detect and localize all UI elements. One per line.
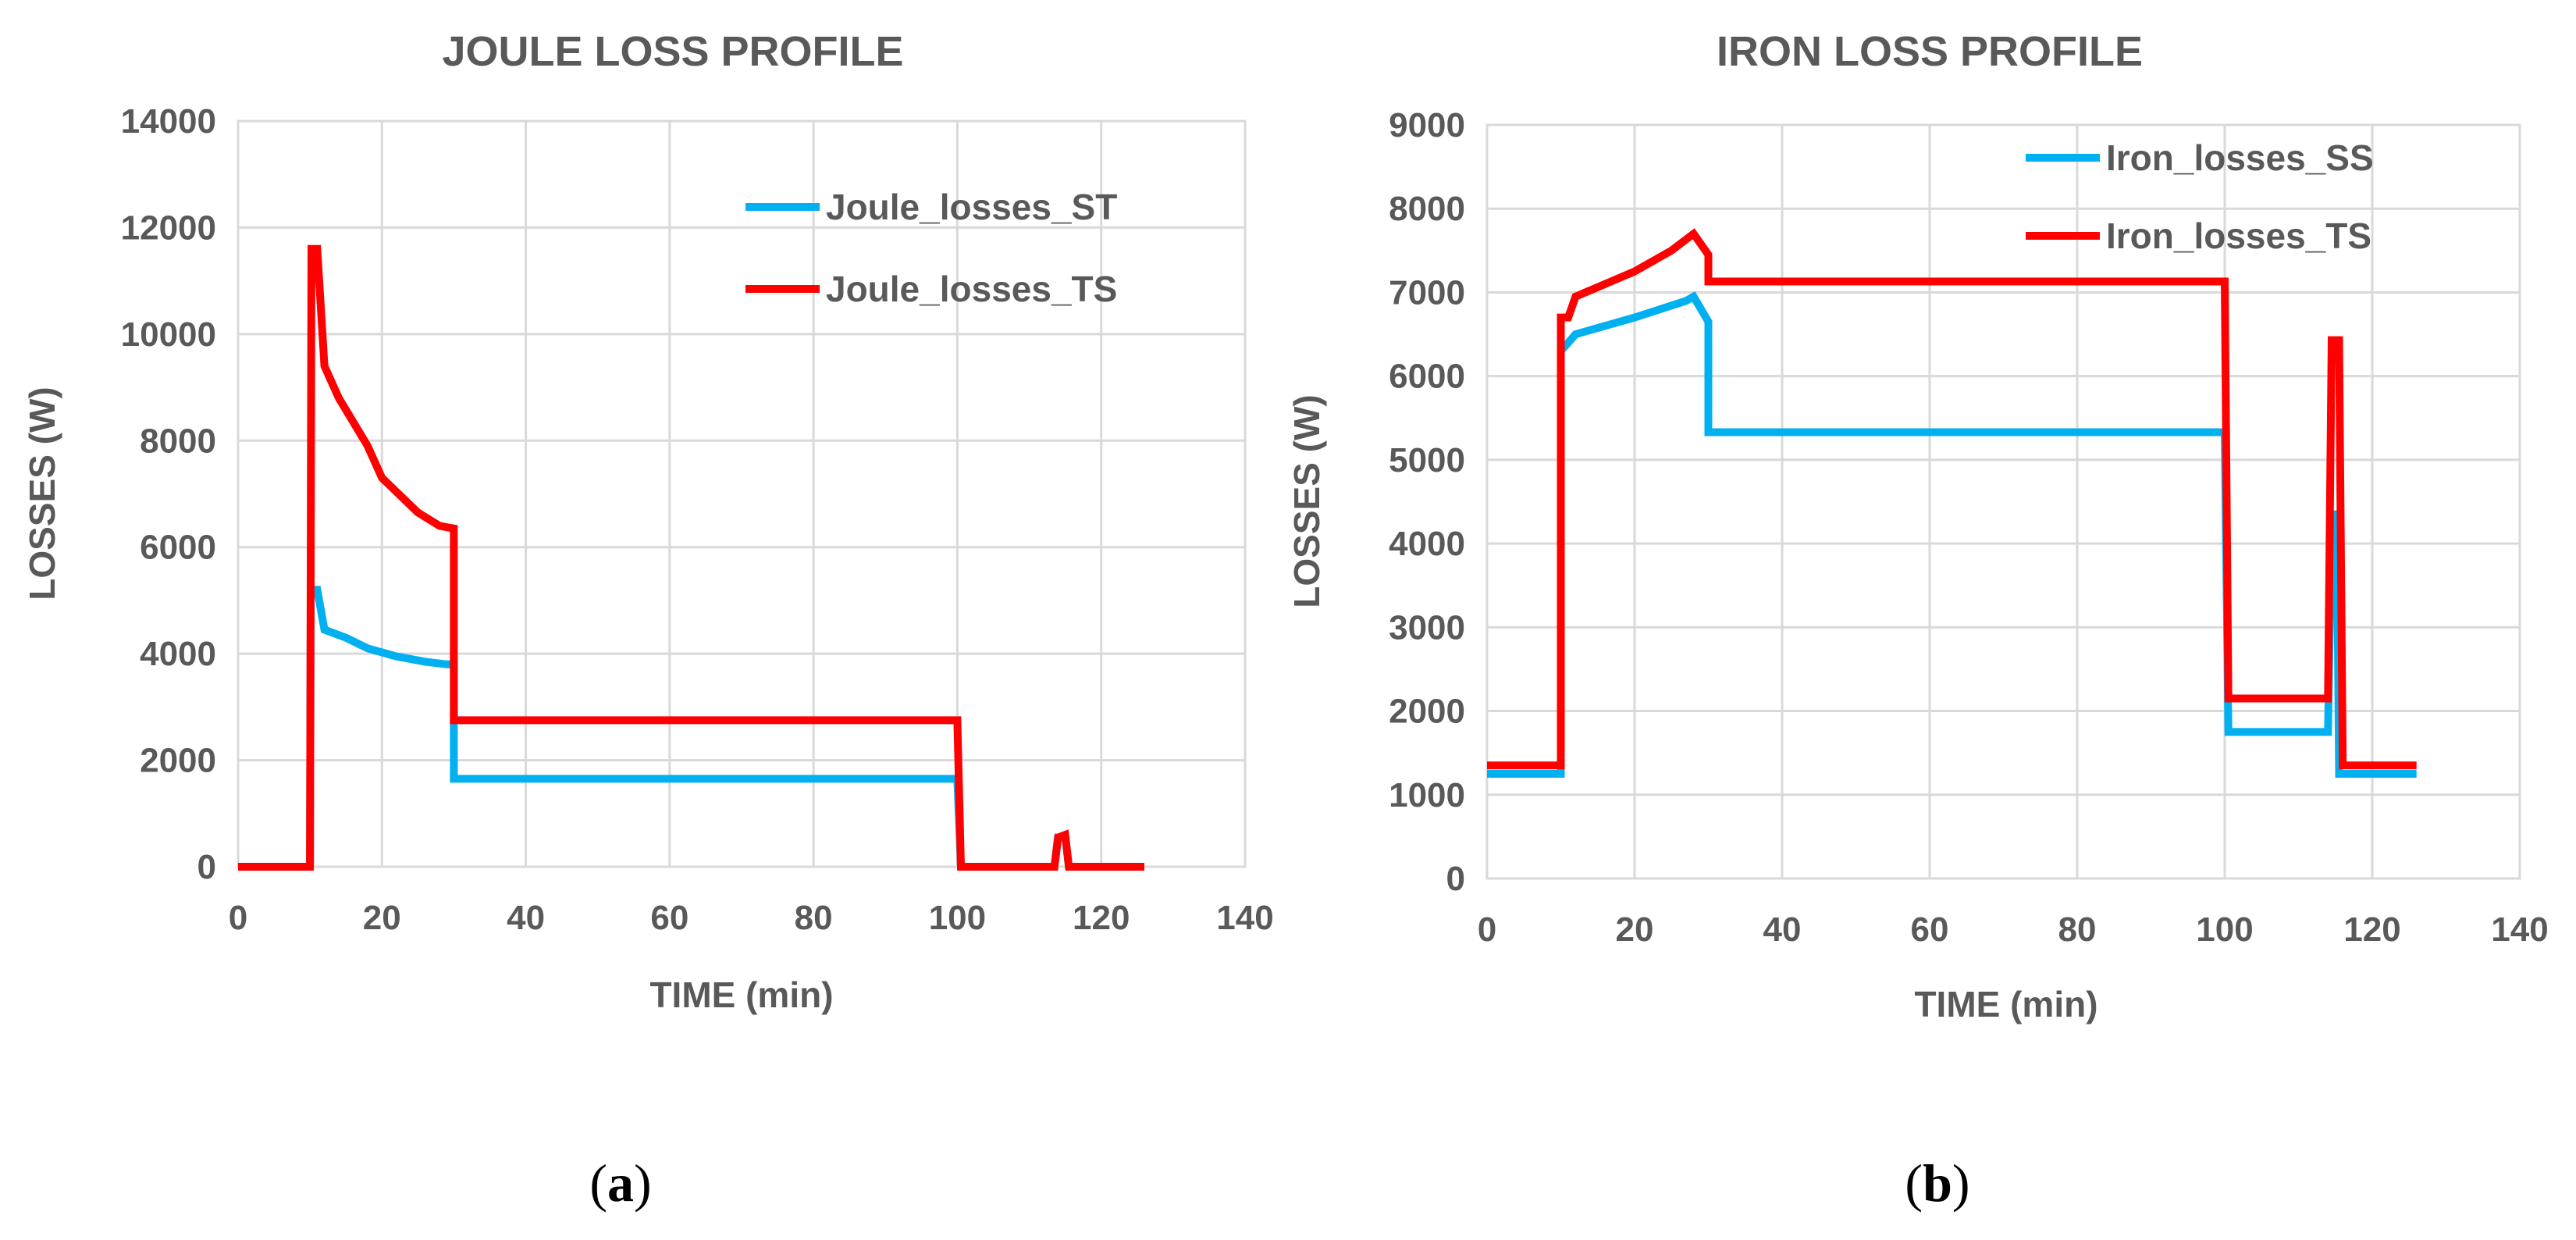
y-tick-label: 5000 xyxy=(1389,441,1465,479)
x-tick-label: 20 xyxy=(363,899,401,937)
y-tick-label: 14000 xyxy=(121,102,216,141)
x-tick-label: 80 xyxy=(795,899,833,937)
y-axis-label: LOSSES (W) xyxy=(1286,394,1327,608)
series-line-joule-losses-st xyxy=(238,586,1144,871)
y-tick-label: 7000 xyxy=(1389,273,1465,312)
x-tick-label: 140 xyxy=(2491,910,2548,949)
legend-label: Iron_losses_TS xyxy=(2106,216,2371,256)
y-tick-label: 0 xyxy=(1446,860,1465,898)
x-tick-label: 100 xyxy=(2196,910,2253,949)
y-tick-label: 0 xyxy=(197,848,216,886)
figure-caption: (a) xyxy=(589,1153,651,1213)
y-tick-label: 8000 xyxy=(140,422,216,460)
x-tick-label: 140 xyxy=(1216,899,1273,937)
legend-label: Iron_losses_SS xyxy=(2106,137,2374,178)
legend-label: Joule_losses_ST xyxy=(826,187,1117,227)
y-tick-label: 9000 xyxy=(1389,106,1465,144)
y-tick-label: 6000 xyxy=(140,529,216,567)
y-tick-label: 2000 xyxy=(1389,693,1465,731)
x-axis-label: TIME (min) xyxy=(649,975,833,1015)
x-tick-label: 0 xyxy=(229,899,247,937)
x-tick-label: 100 xyxy=(929,899,986,937)
y-tick-label: 10000 xyxy=(121,315,216,354)
legend-label: Joule_losses_TS xyxy=(826,269,1117,309)
x-tick-label: 120 xyxy=(1073,899,1130,937)
y-tick-label: 2000 xyxy=(140,742,216,780)
x-tick-label: 80 xyxy=(2058,910,2097,949)
y-axis-label: LOSSES (W) xyxy=(22,387,62,600)
y-tick-label: 4000 xyxy=(1389,525,1465,563)
x-tick-label: 20 xyxy=(1616,910,1654,949)
y-tick-label: 8000 xyxy=(1389,190,1465,228)
x-axis-label: TIME (min) xyxy=(1914,984,2097,1024)
y-tick-label: 1000 xyxy=(1389,776,1465,814)
y-tick-label: 4000 xyxy=(140,635,216,673)
x-tick-label: 60 xyxy=(650,899,688,937)
x-tick-label: 40 xyxy=(1763,910,1802,949)
x-tick-label: 120 xyxy=(2343,910,2400,949)
figure-caption: (b) xyxy=(1905,1153,1969,1213)
chart-b: 0 1000 2000 3000 4000 5000 6000 7000 8000 9000 0 20… xyxy=(1286,28,2549,1213)
y-tick-label: 6000 xyxy=(1389,358,1465,396)
y-tick-label: 12000 xyxy=(121,208,216,247)
chart-a: 0 2000 4000 6000 8000 10000 12000 14000 0 20 40 60 8… xyxy=(22,28,1274,1213)
series-line-joule-losses-ts xyxy=(238,244,1144,871)
y-tick-label: 3000 xyxy=(1389,608,1465,647)
x-tick-label: 40 xyxy=(507,899,545,937)
series-line-iron-losses-ts xyxy=(1487,228,2417,770)
chart-title: IRON LOSS PROFILE xyxy=(1717,28,2143,75)
x-tick-label: 0 xyxy=(1478,910,1496,949)
plot-area-border xyxy=(237,119,1247,868)
chart-title: JOULE LOSS PROFILE xyxy=(442,28,903,75)
x-tick-label: 60 xyxy=(1911,910,1949,949)
